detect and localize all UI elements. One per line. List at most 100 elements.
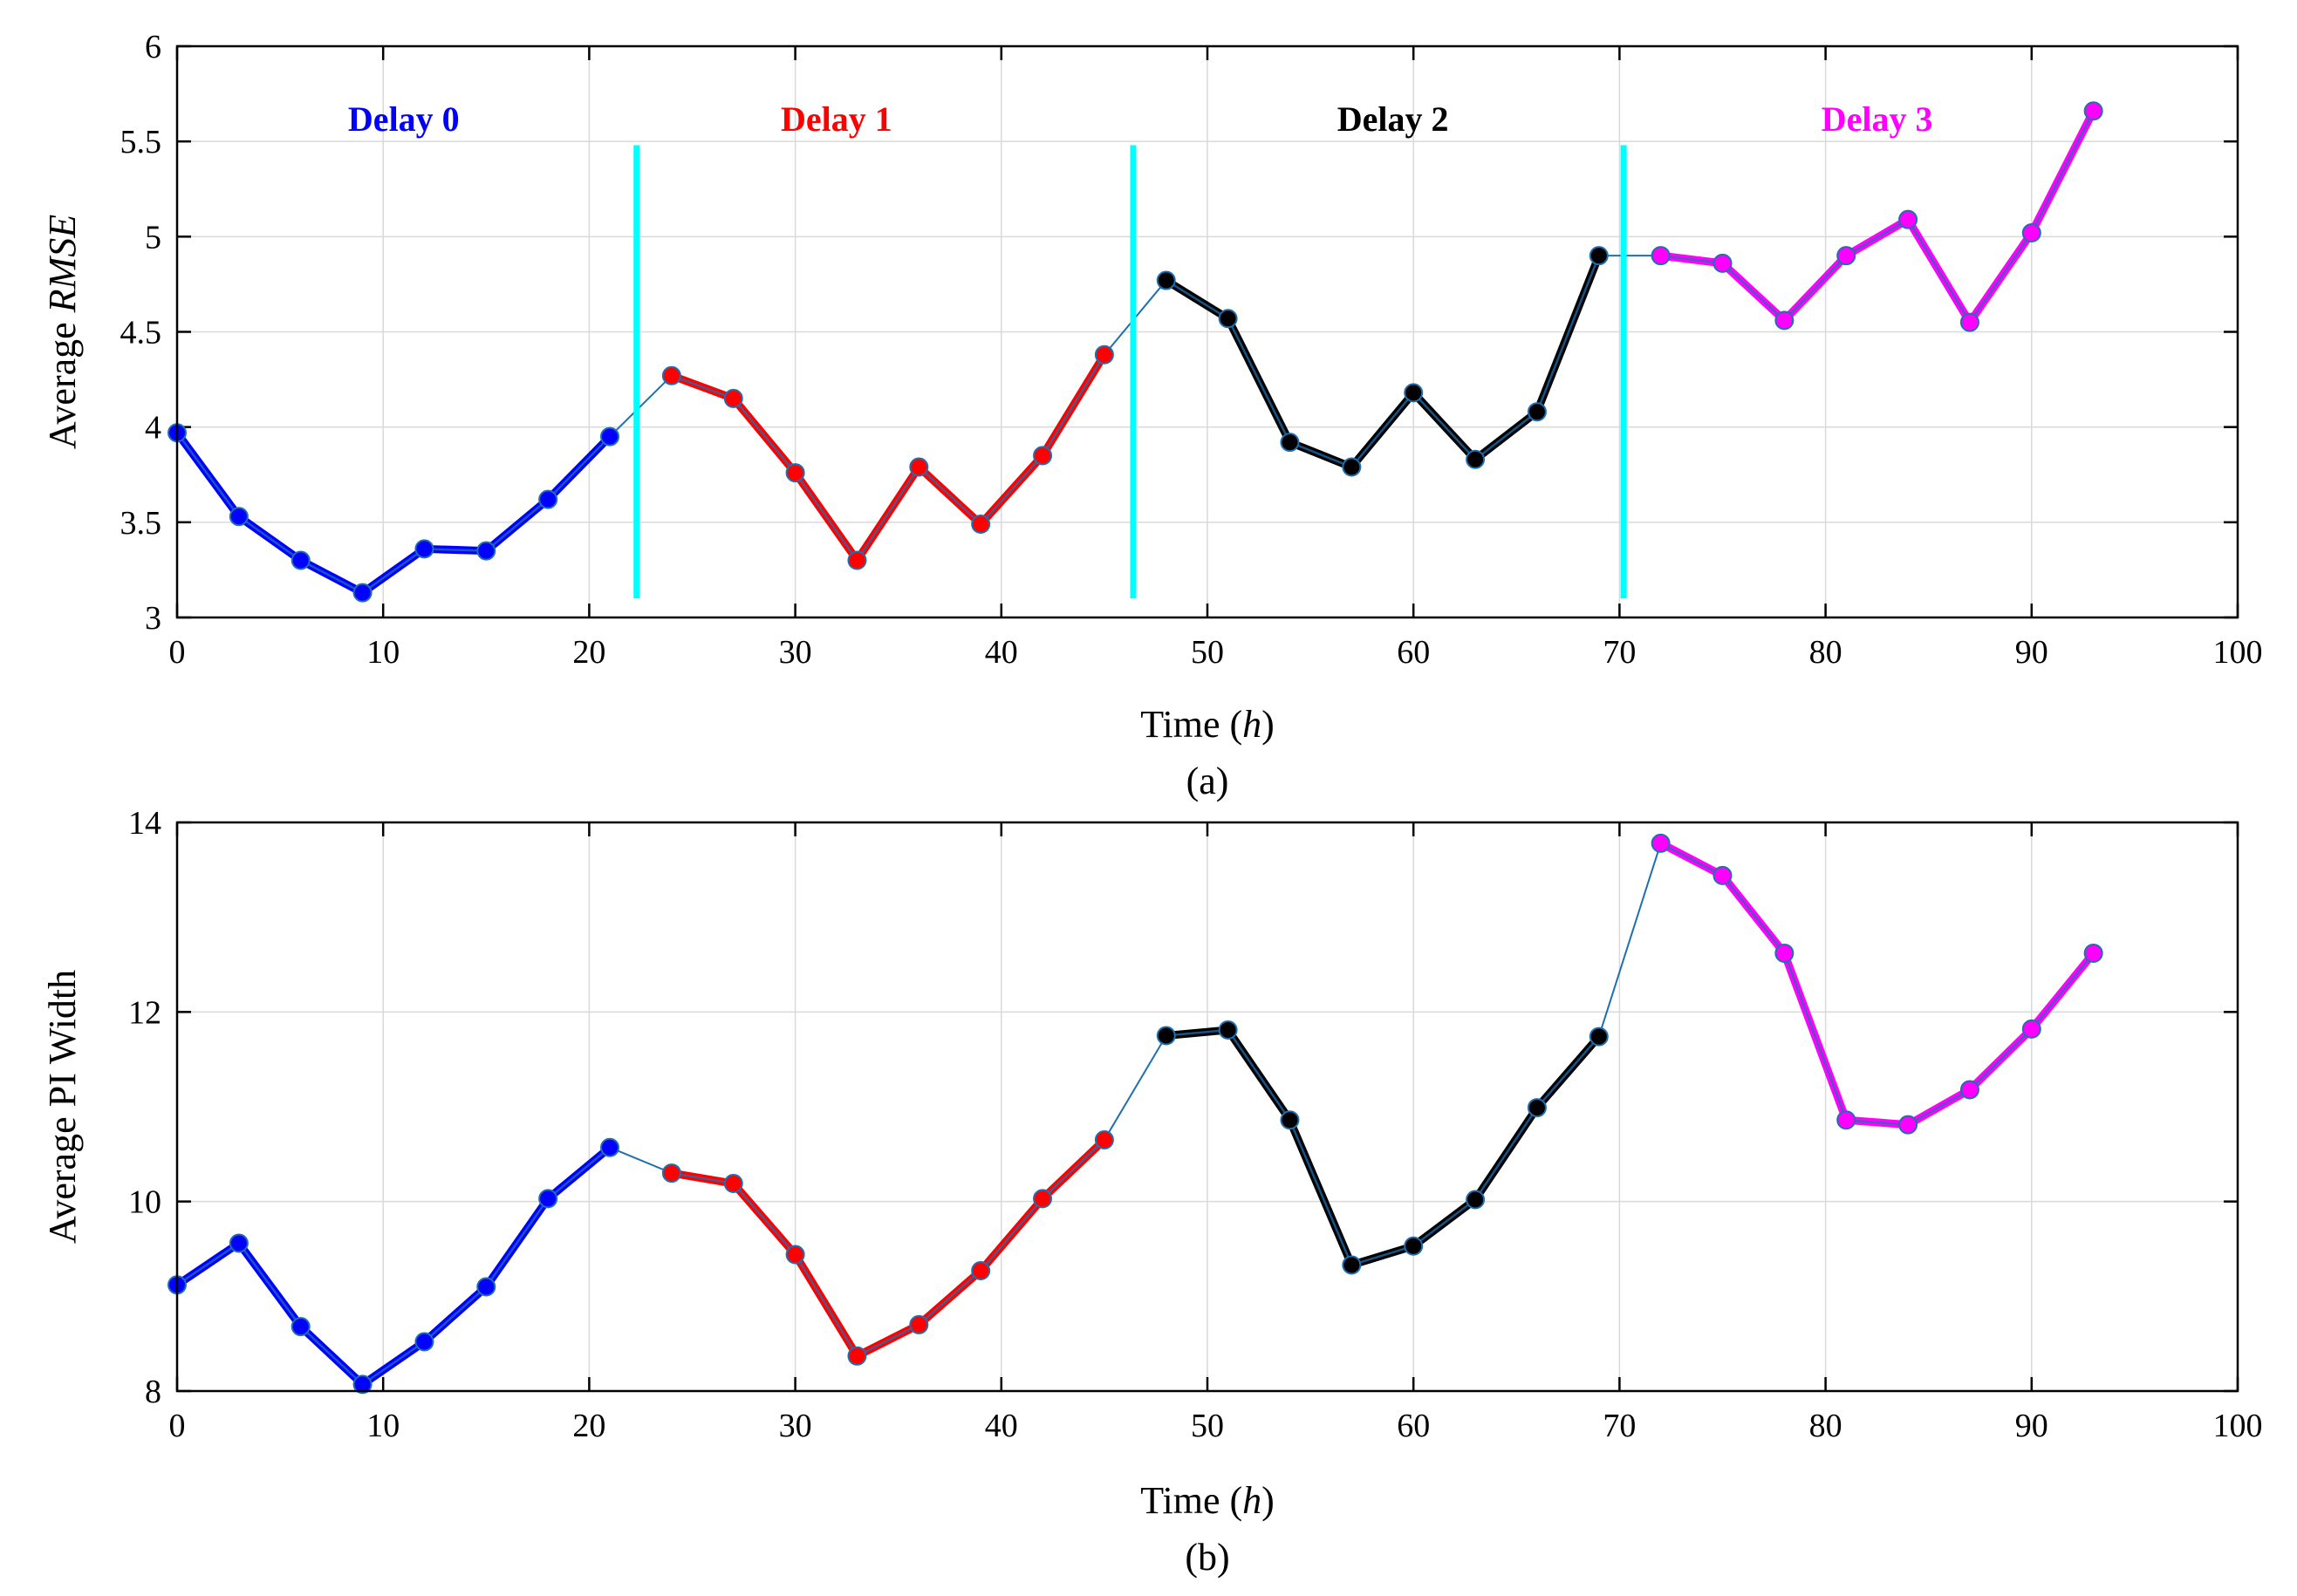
data-point bbox=[909, 1314, 929, 1334]
delay-label: Delay 3 bbox=[1822, 99, 1933, 139]
x-tick-label: 60 bbox=[1397, 1408, 1430, 1444]
data-point bbox=[600, 426, 620, 447]
data-point bbox=[2021, 222, 2041, 242]
segment-connector bbox=[609, 375, 673, 438]
data-point bbox=[538, 489, 558, 509]
x-tick-label: 0 bbox=[169, 634, 186, 671]
x-tick-label: 90 bbox=[2015, 634, 2048, 671]
y-axis-label: Average PI Width bbox=[41, 970, 84, 1244]
panel-caption: (a) bbox=[1186, 760, 1229, 802]
data-point bbox=[229, 1233, 249, 1253]
data-point bbox=[1898, 209, 1918, 229]
data-point bbox=[1094, 1130, 1114, 1150]
data-point bbox=[1959, 312, 1979, 332]
data-point bbox=[476, 541, 496, 561]
y-tick-label: 4.5 bbox=[120, 315, 162, 351]
data-point bbox=[1404, 383, 1424, 403]
data-point bbox=[1156, 1026, 1176, 1046]
data-point bbox=[1280, 1110, 1300, 1130]
data-point bbox=[1774, 310, 1795, 331]
y-tick-label: 4 bbox=[145, 410, 161, 447]
x-tick-label: 20 bbox=[572, 1408, 605, 1444]
data-point bbox=[414, 539, 434, 559]
x-tick-label: 40 bbox=[985, 1408, 1018, 1444]
data-point bbox=[1094, 344, 1114, 365]
data-point bbox=[1651, 246, 1671, 266]
data-point bbox=[1404, 1236, 1424, 1256]
segment-connector bbox=[1104, 1034, 1167, 1141]
data-point bbox=[352, 1374, 373, 1395]
y-tick-label: 12 bbox=[128, 994, 161, 1031]
y-tick-label: 14 bbox=[128, 805, 161, 842]
series-line-overlay bbox=[1660, 110, 2095, 324]
y-axis-label: Average RMSE bbox=[41, 215, 84, 449]
y-tick-label: 3.5 bbox=[120, 505, 162, 542]
data-point bbox=[1466, 1190, 1486, 1210]
data-point bbox=[1774, 943, 1795, 963]
data-point bbox=[1342, 457, 1362, 477]
x-tick-label: 50 bbox=[1191, 634, 1224, 671]
data-point bbox=[785, 463, 805, 483]
data-point bbox=[1466, 449, 1486, 469]
x-tick-label: 100 bbox=[2213, 1408, 2263, 1444]
data-point bbox=[1280, 433, 1300, 453]
data-point bbox=[600, 1137, 620, 1157]
data-point bbox=[1712, 865, 1733, 885]
x-tick-label: 100 bbox=[2213, 634, 2263, 671]
data-point bbox=[229, 507, 249, 527]
data-point bbox=[1033, 446, 1053, 466]
data-point bbox=[785, 1245, 805, 1265]
data-point bbox=[1898, 1115, 1918, 1135]
y-tick-label: 10 bbox=[128, 1184, 161, 1221]
x-tick-label: 80 bbox=[1809, 634, 1842, 671]
x-tick-label: 0 bbox=[169, 1408, 186, 1444]
data-point bbox=[291, 1317, 311, 1337]
data-point bbox=[1218, 309, 1238, 329]
segment-connector bbox=[1597, 842, 1662, 1037]
x-tick-label: 50 bbox=[1191, 1408, 1224, 1444]
segment-connector bbox=[609, 1146, 673, 1174]
data-point bbox=[291, 550, 311, 570]
series-line-overlay bbox=[1660, 842, 2095, 1126]
data-point bbox=[1033, 1189, 1053, 1209]
data-point bbox=[2083, 943, 2103, 963]
data-point bbox=[2083, 101, 2103, 121]
data-point bbox=[723, 1174, 743, 1194]
data-point bbox=[971, 1260, 991, 1280]
data-point bbox=[1836, 246, 1856, 266]
data-point bbox=[1589, 246, 1609, 266]
series-line-overlay bbox=[671, 1139, 1105, 1358]
series-line-overlay bbox=[1166, 255, 1600, 468]
x-tick-label: 70 bbox=[1603, 1408, 1636, 1444]
data-point bbox=[352, 583, 373, 603]
x-tick-label: 10 bbox=[366, 634, 400, 671]
data-point bbox=[1527, 1098, 1547, 1118]
data-point bbox=[661, 365, 681, 385]
series-line-overlay bbox=[671, 354, 1105, 562]
data-point bbox=[414, 1332, 434, 1352]
data-point bbox=[538, 1189, 558, 1209]
data-point bbox=[723, 388, 743, 408]
x-tick-label: 80 bbox=[1809, 1408, 1842, 1444]
y-tick-label: 5.5 bbox=[120, 124, 162, 160]
x-axis-label: Time (h) bbox=[1140, 1479, 1275, 1522]
panel-caption: (b) bbox=[1185, 1536, 1229, 1579]
y-tick-label: 6 bbox=[145, 29, 161, 65]
data-point bbox=[971, 515, 991, 535]
x-tick-label: 30 bbox=[779, 634, 812, 671]
data-point bbox=[1589, 1026, 1609, 1047]
plot-frame bbox=[175, 44, 2239, 619]
x-tick-label: 90 bbox=[2015, 1408, 2048, 1444]
data-point bbox=[2021, 1019, 2041, 1039]
plot-frame bbox=[175, 821, 2239, 1393]
data-point bbox=[1527, 402, 1547, 422]
data-point bbox=[847, 550, 867, 570]
delay-label: Delay 1 bbox=[781, 99, 892, 139]
data-point bbox=[476, 1277, 496, 1297]
series-line-overlay bbox=[175, 432, 611, 594]
data-point bbox=[1342, 1255, 1362, 1275]
delay-label: Delay 0 bbox=[348, 99, 460, 139]
data-point bbox=[1712, 253, 1733, 273]
panel-a-rmse: 0 10 20 30 40 50 60 70 80 90 100 3 3.5 4 4.5 5 5.5 6 Delay… bbox=[41, 29, 2263, 802]
y-tick-label: 8 bbox=[145, 1374, 161, 1410]
